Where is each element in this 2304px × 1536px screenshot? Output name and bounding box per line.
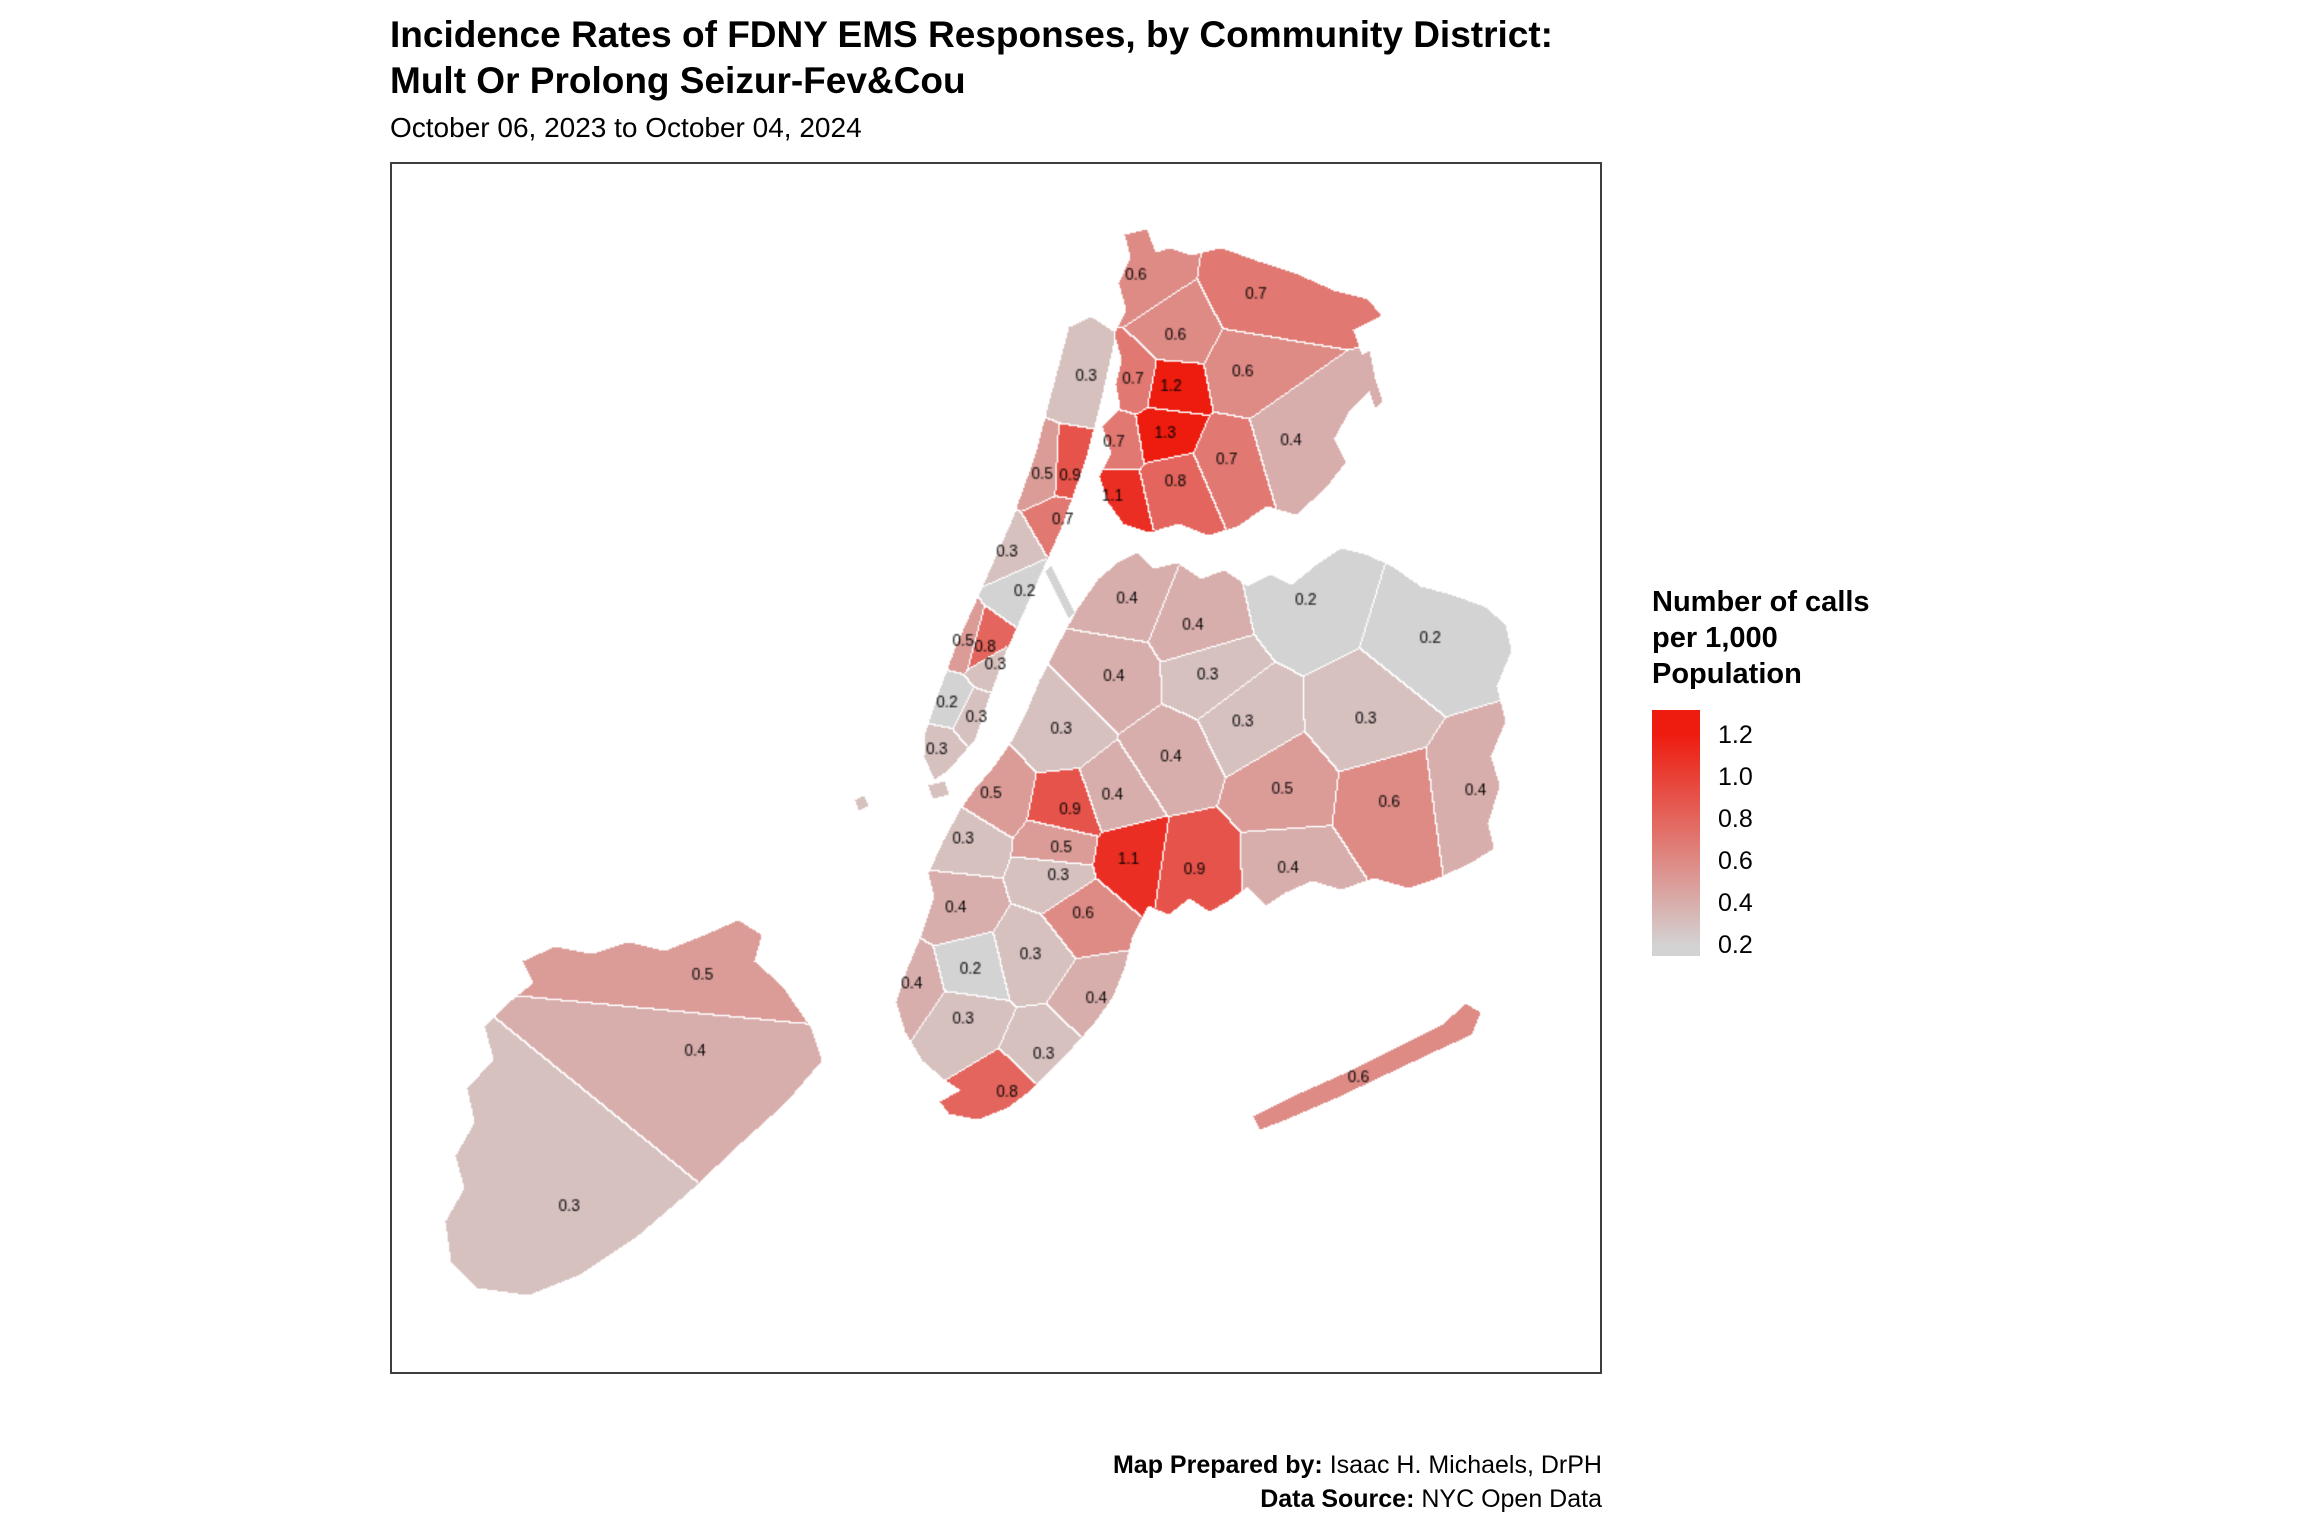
- prepared-by-label: Map Prepared by:: [1112, 1451, 1323, 1479]
- legend-gradient-bar: [1652, 710, 1700, 956]
- legend-body: 1.2 1.0 0.8 0.6 0.4 0.2: [1652, 710, 1982, 966]
- prepared-by-line: Map Prepared by: Isaac H. Michaels, DrPH: [390, 1448, 1602, 1482]
- data-source-line: Data Source: NYC Open Data: [390, 1482, 1602, 1516]
- legend-title-line2: per 1,000: [1652, 622, 1778, 654]
- legend-tick: 1.2: [1718, 721, 1753, 749]
- prepared-by-value: Isaac H. Michaels, DrPH: [1322, 1451, 1602, 1479]
- data-source-label: Data Source:: [1260, 1485, 1415, 1513]
- legend-title-line3: Population: [1652, 658, 1802, 690]
- legend-tick: 1.0: [1718, 763, 1753, 791]
- choropleth-map-canvas: [392, 164, 1600, 1372]
- legend-tick: 0.6: [1718, 847, 1753, 875]
- legend: Number of calls per 1,000 Population 1.2…: [1652, 584, 1982, 966]
- legend-title: Number of calls per 1,000 Population: [1652, 584, 1982, 692]
- legend-tick: 0.4: [1718, 889, 1753, 917]
- footer: Map Prepared by: Isaac H. Michaels, DrPH…: [390, 1448, 1602, 1516]
- chart-subtitle: October 06, 2023 to October 04, 2024: [390, 112, 862, 143]
- chart-title-line1: Incidence Rates of FDNY EMS Responses, b…: [390, 14, 1554, 55]
- legend-tick: 0.2: [1718, 931, 1753, 959]
- legend-tick: 0.8: [1718, 805, 1753, 833]
- map-panel: [390, 162, 1602, 1374]
- chart-title: Incidence Rates of FDNY EMS Responses, b…: [390, 12, 1553, 104]
- data-source-value: NYC Open Data: [1414, 1485, 1602, 1513]
- chart-title-line2: Mult Or Prolong Seizur-Fev&Cou: [390, 60, 966, 101]
- legend-title-line1: Number of calls: [1652, 586, 1870, 618]
